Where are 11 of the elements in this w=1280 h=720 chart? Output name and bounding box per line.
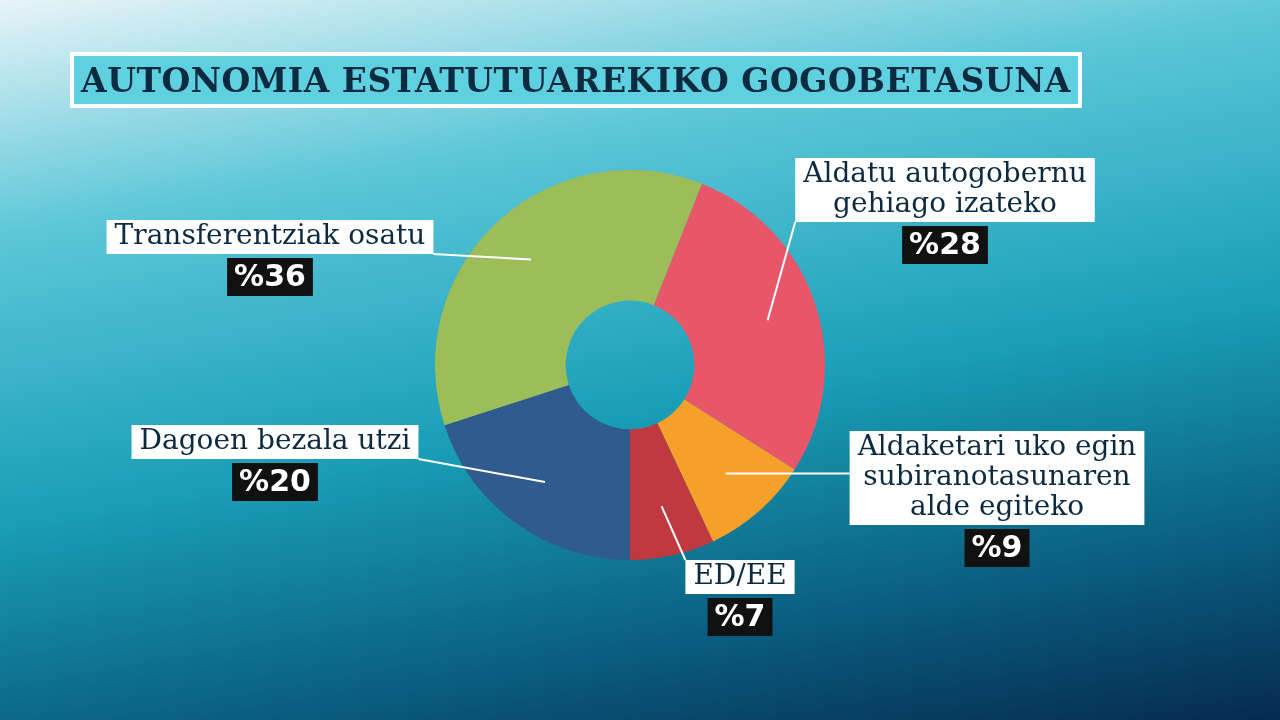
slice-label: Transferentziak osatu [114, 218, 426, 252]
slice-label: Aldatu autogobernu gehiago izateko [802, 156, 1087, 220]
slice-label: Dagoen bezala utzi [139, 423, 411, 457]
data-label: %36 [234, 257, 306, 293]
chart-title: AUTONOMIA ESTATUTUAREKIKO GOGOBETASUNA [70, 52, 1082, 108]
slice-label: Aldaketari uko egin subiranotasunaren alde egiteko [856, 429, 1137, 523]
data-label: %9 [971, 528, 1023, 564]
slice-label: ED/EE [693, 558, 787, 592]
data-label: %28 [909, 225, 981, 261]
data-label: %20 [239, 462, 311, 498]
data-label: %7 [714, 597, 766, 633]
